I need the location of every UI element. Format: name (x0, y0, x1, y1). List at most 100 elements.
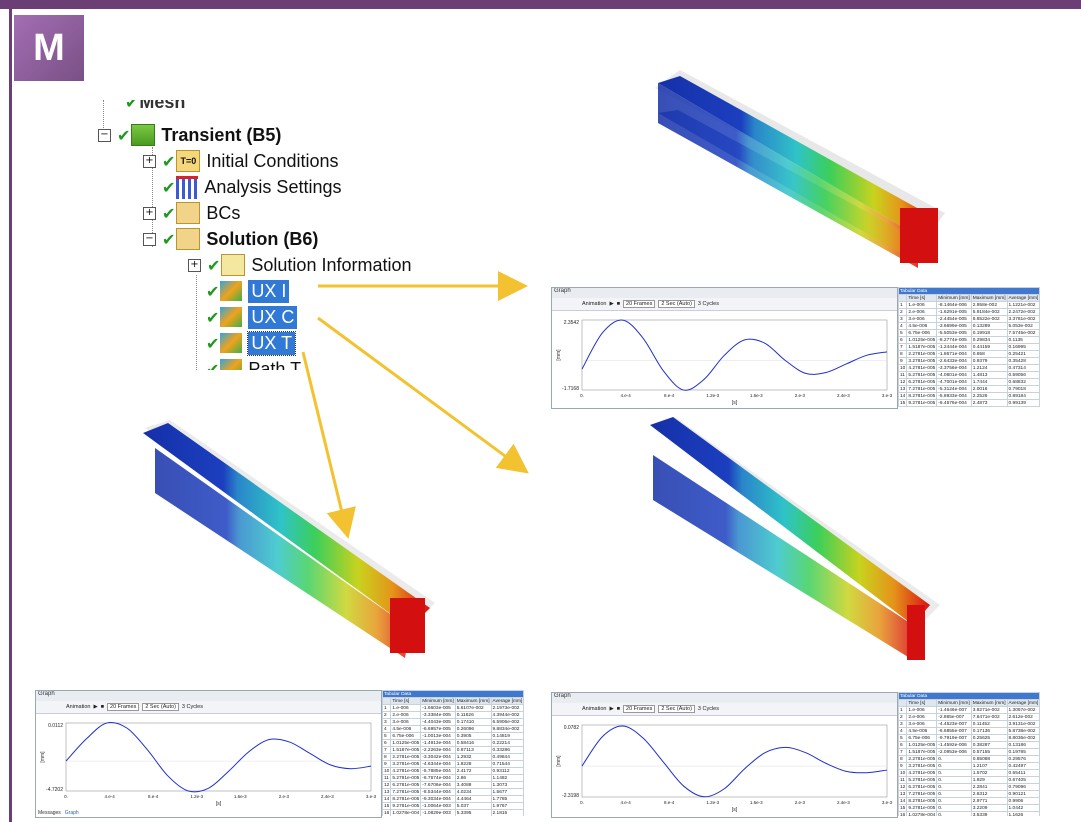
table-row[interactable]: 4 4.5e-006 -6.6957e-005 0.26096 9.8834e-002 (382, 725, 525, 733)
tree-item-ux-c[interactable]: ✔ UX C (206, 305, 298, 329)
column-header[interactable]: Average [mm] (1006, 294, 1041, 302)
table-row[interactable]: 2 2.e-006 -2.865e-007 7.6471e-002 2.612e-002 (898, 713, 1041, 721)
column-header[interactable]: Minimum [mm] (936, 699, 972, 707)
table-row[interactable]: 10 4.2781e-005 -3.3756e-004 1.2124 0.47314 (898, 364, 1041, 372)
table-row[interactable]: 1 1.e-006 -1.4646e-007 3.8271e-002 1.3067e-0… (898, 706, 1041, 714)
tree-item-analysis-settings[interactable]: ✔ Analysis Settings (162, 175, 341, 199)
table-row[interactable]: 6 1.0125e-005 -1.4913e-004 0.58416 0.22214 (382, 739, 525, 747)
frames-select[interactable]: 20 Frames (107, 703, 140, 711)
frames-select[interactable]: 20 Frames (623, 705, 656, 713)
tree-item-path-t[interactable]: ✔ Path T (206, 357, 301, 370)
table-row[interactable]: 15 9.2781e-005 0. 3.2209 1.0442 (898, 804, 1041, 812)
collapse-icon[interactable]: − (98, 128, 111, 142)
table-row[interactable]: 5 6.75e-006 -9.7919e-007 0.25625 8.8036e-002 (898, 734, 1041, 742)
column-header[interactable]: Time [s] (390, 697, 422, 705)
table-row[interactable]: 13 7.2781e-005 0. 2.6312 0.90121 (898, 790, 1041, 798)
table-row[interactable]: 1 1.e-006 -8.1464e-006 2.958e-002 1.1221e-00… (898, 301, 1041, 309)
play-button[interactable]: ▶ (609, 706, 614, 712)
table-row[interactable]: 3 3.e-006 -4.4043e-005 0.17410 6.5906e-002 (382, 718, 525, 726)
table-row[interactable]: 12 6.2781e-005 -7.6706e-004 3.4088 1.3073 (382, 781, 525, 789)
table-row[interactable]: 7 1.5187e-005 -2.0953e-006 0.57155 0.19785 (898, 748, 1041, 756)
table-cell: -6.6855e-007 (936, 727, 972, 735)
table-row[interactable]: 12 6.2781e-005 0. 2.2841 0.79096 (898, 783, 1041, 791)
duration-select[interactable]: 2 Sec (Auto) (142, 703, 179, 711)
play-button[interactable]: ▶ (609, 301, 614, 307)
table-row[interactable]: 1 1.e-006 -1.6603e-005 5.6107e-002 2.1973e-0… (382, 704, 525, 712)
column-header[interactable]: Time [s] (906, 699, 938, 707)
tree-item-ux-i[interactable]: ✔ UX I (206, 279, 290, 303)
cycles-label[interactable]: 3 Cycles (181, 704, 203, 710)
table-row[interactable]: 13 7.2781e-005 -8.5344e-004 4.0234 1.5677 (382, 788, 525, 796)
table-row[interactable]: 5 6.75e-006 -1.0013e-004 0.3905 0.14819 (382, 732, 525, 740)
table-row[interactable]: 2 2.e-006 -1.6291e-005 5.9184e-002 2.2472e-0… (898, 308, 1041, 316)
table-row[interactable]: 3 3.e-006 -2.4454e-005 8.8522e-002 3.3781e-0… (898, 315, 1041, 323)
tab-graph[interactable]: Graph (64, 810, 79, 816)
collapse-icon[interactable]: − (143, 232, 156, 246)
table-row[interactable]: 10 4.2781e-005 0. 1.5702 0.55411 (898, 769, 1041, 777)
table-row[interactable]: 5 6.75e-006 -5.5053e-005 0.19918 7.5745e-002 (898, 329, 1041, 337)
table-row[interactable]: 13 7.2781e-005 -5.3124e-004 2.0016 0.79018 (898, 385, 1041, 393)
table-row[interactable]: 14 8.2781e-005 0. 2.9771 0.9906 (898, 797, 1041, 805)
table-row[interactable]: 4 4.5e-006 -6.6855e-007 0.17136 5.8738e-002 (898, 727, 1041, 735)
table-row[interactable]: 6 1.0125e-005 -8.2774e-005 0.29834 0.1135 (898, 336, 1041, 344)
expand-icon[interactable]: + (143, 154, 156, 168)
frames-select[interactable]: 20 Frames (623, 300, 656, 308)
x-tick-label: 1.2e-3 (190, 794, 203, 799)
column-header[interactable]: Maximum [mm] (970, 294, 1008, 302)
column-header[interactable]: Minimum [mm] (420, 697, 456, 705)
table-row[interactable]: 14 8.2781e-005 -9.3034e-004 4.4464 1.7785 (382, 795, 525, 803)
table-row[interactable]: 10 4.2781e-005 -5.7885e-004 2.4172 0.93112 (382, 767, 525, 775)
table-row[interactable]: 7 1.5187e-005 -2.2263e-004 0.87113 0.33286 (382, 746, 525, 754)
table-row[interactable]: 11 5.2781e-005 -6.7674e-004 2.86 1.1482 (382, 774, 525, 782)
table-cell: 3.2781e-005 (906, 357, 938, 365)
tree-item-transient[interactable]: − ✔ Transient (B5) (98, 123, 281, 147)
table-row[interactable]: 11 5.2781e-005 -4.0601e-004 1.4813 0.59056 (898, 371, 1041, 379)
stop-button[interactable]: ■ (616, 301, 621, 307)
duration-select[interactable]: 2 Sec (Auto) (658, 300, 695, 308)
column-header[interactable] (898, 699, 908, 707)
cycles-label[interactable]: 3 Cycles (697, 301, 719, 307)
table-row[interactable]: 16 1.0278e-004 0. 3.5339 1.1626 (898, 811, 1041, 816)
table-row[interactable]: 8 2.2781e-005 -3.3042e-004 1.2932 0.49844 (382, 753, 525, 761)
table-row[interactable]: 9 3.2781e-005 -2.6433e-004 0.9379 0.35428 (898, 357, 1041, 365)
column-header[interactable]: Minimum [mm] (936, 294, 972, 302)
table-row[interactable]: 16 1.0278e-004 -1.0829e-003 5.3395 2.1815 (382, 809, 525, 816)
tab-messages[interactable]: Messages (38, 810, 61, 816)
tree-item-mesh[interactable]: ✔ Mesh (125, 100, 185, 114)
tree-item-initial-conditions[interactable]: + ✔ T=0 Initial Conditions (143, 149, 338, 173)
table-row[interactable]: 15 9.2781e-005 -1.0064e-003 5.037 1.9767 (382, 802, 525, 810)
stop-button[interactable]: ■ (100, 704, 105, 710)
table-row[interactable]: 7 1.5187e-005 -1.2444e-004 0.44159 0.16995 (898, 343, 1041, 351)
expand-icon[interactable]: + (143, 206, 156, 220)
cycles-label[interactable]: 3 Cycles (697, 706, 719, 712)
column-header[interactable]: Average [mm] (1006, 699, 1041, 707)
column-header[interactable] (382, 697, 392, 705)
tree-item-bcs[interactable]: + ✔ BCs (143, 201, 240, 225)
column-header[interactable]: Time [s] (906, 294, 938, 302)
tree-item-solution[interactable]: − ✔ Solution (B6) (143, 227, 318, 251)
tree-item-solution-information[interactable]: + ✔ Solution Information (188, 253, 412, 277)
expand-icon[interactable]: + (188, 258, 201, 272)
table-row[interactable]: 8 2.2781e-005 -1.8671e-004 0.658 0.25421 (898, 350, 1041, 358)
table-row[interactable]: 15 9.2781e-005 -6.4576e-004 2.4873 0.99139 (898, 399, 1041, 407)
column-header[interactable]: Average [mm] (490, 697, 525, 705)
tree-item-ux-t[interactable]: ✔ UX T (206, 330, 297, 356)
table-row[interactable]: 12 6.2781e-005 -4.7001e-004 1.7444 0.68832 (898, 378, 1041, 386)
column-header[interactable]: Maximum [mm] (454, 697, 492, 705)
stop-button[interactable]: ■ (616, 706, 621, 712)
table-row[interactable]: 4 4.5e-006 -3.6699e-005 0.13289 5.053e-002 (898, 322, 1041, 330)
column-header[interactable]: Maximum [mm] (970, 699, 1008, 707)
column-header[interactable] (898, 294, 908, 302)
table-row[interactable]: 6 1.0125e-005 -1.4592e-006 0.38287 0.13186 (898, 741, 1041, 749)
play-button[interactable]: ▶ (93, 704, 98, 710)
table-row[interactable]: 9 3.2781e-005 0. 1.2107 0.42497 (898, 762, 1041, 770)
table-row[interactable]: 8 2.2781e-005 0. 0.85088 0.29576 (898, 755, 1041, 763)
table-row[interactable]: 2 2.e-006 -3.3384e-005 0.11626 4.3944e-002 (382, 711, 525, 719)
table-row[interactable]: 3 3.e-006 -4.4523e-007 0.11452 3.9131e-002 (898, 720, 1041, 728)
table-row[interactable]: 11 5.2781e-005 0. 1.929 0.67405 (898, 776, 1041, 784)
duration-select[interactable]: 2 Sec (Auto) (658, 705, 695, 713)
table-row[interactable]: 9 3.2781e-005 -4.6344e-004 1.8228 0.71544 (382, 760, 525, 768)
table-row[interactable]: 14 8.2781e-005 -5.8933e-004 2.2526 0.89184 (898, 392, 1041, 400)
table-cell: 3.5339 (970, 811, 1008, 816)
